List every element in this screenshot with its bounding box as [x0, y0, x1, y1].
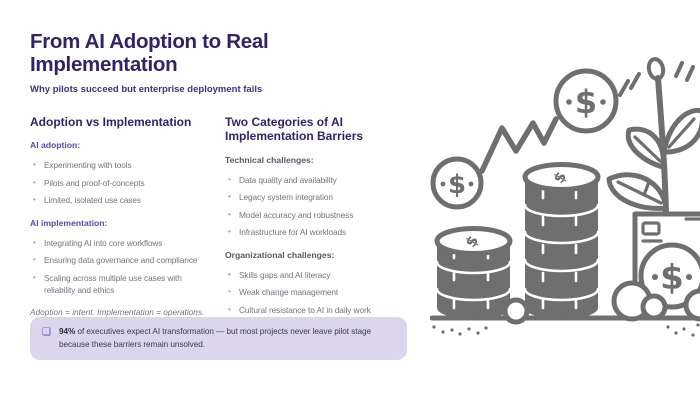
bullet-item: Weak change management	[225, 286, 406, 298]
callout-text: 94% of executives expect AI transformati…	[58, 327, 371, 349]
bullet-item: Skills gaps and AI literacy	[225, 269, 406, 281]
column-heading: Adoption vs Implementation	[30, 114, 192, 129]
bullet-item: Data quality and availability	[225, 174, 406, 186]
svg-text:$: $	[660, 258, 684, 298]
two-column-layout: Adoption vs Implementation AI adoption: …	[30, 115, 420, 321]
callout-stat: 94%	[58, 327, 76, 336]
adoption-vs-implementation-note: Adoption = intent. Implementation = oper…	[30, 307, 205, 318]
section-label-technical-challenges: Technical challenges:	[225, 154, 314, 165]
page-subtitle: Why pilots succeed but enterprise deploy…	[30, 83, 263, 95]
page-title-line-1: From AI Adoption to Real	[30, 30, 269, 53]
growth-zigzag-icon	[479, 116, 559, 174]
svg-text:$: $	[448, 170, 466, 200]
page-title: From AI Adoption to Real Implementation	[30, 30, 420, 77]
box-label-icon	[641, 221, 661, 236]
organizational-challenges-list: Skills gaps and AI literacy Weak change …	[225, 269, 406, 316]
column-adoption-vs-implementation: Adoption vs Implementation AI adoption: …	[30, 115, 211, 321]
stat-callout: ❏ 94% of executives expect AI transforma…	[30, 317, 407, 361]
section-label-ai-adoption: AI adoption:	[30, 140, 81, 151]
bullet-item: Legacy system integration	[225, 191, 406, 203]
coin-stack-tall: $	[522, 162, 601, 319]
pebble-icon	[502, 297, 530, 325]
bullet-item: Ensuring data governance and compliance	[30, 254, 211, 266]
main-content: From AI Adoption to Real Implementation …	[30, 30, 420, 321]
bullet-item: Model accuracy and robustness	[225, 209, 406, 221]
section-label-ai-implementation: AI implementation:	[30, 217, 108, 228]
ai-implementation-list: Integrating AI into core workflows Ensur…	[30, 237, 211, 297]
bullet-item: Limited, isolated use cases	[30, 194, 211, 206]
section-label-organizational-challenges: Organizational challenges:	[225, 249, 335, 260]
coin-stack-short: $	[434, 226, 513, 319]
bullet-item: Integrating AI into core workflows	[30, 237, 211, 249]
money-growth-illustration: $ $ $	[430, 57, 700, 337]
stone-icons	[611, 280, 700, 322]
plant-icon	[606, 75, 700, 217]
coin-icon-large: $	[553, 68, 619, 134]
bullet-item: Infrastructure for AI workloads	[225, 226, 406, 238]
bullet-item: Pilots and proof-of-concepts	[30, 177, 211, 189]
page-title-line-2: Implementation	[30, 53, 178, 77]
ai-adoption-list: Experimenting with tools Pilots and proo…	[30, 159, 211, 206]
ground-dots	[432, 323, 700, 337]
coin-icon-front: $	[638, 242, 700, 310]
bullet-item: Cultural resistance to AI in daily work	[225, 304, 406, 316]
coin-icon-small: $	[430, 156, 484, 210]
technical-challenges-list: Data quality and availability Legacy sys…	[225, 174, 406, 239]
bullet-item: Experimenting with tools	[30, 159, 211, 171]
column-heading: Two Categories of AI Implementation Barr…	[225, 114, 364, 144]
bullet-item: Scaling across multiple use cases with r…	[30, 272, 211, 297]
column-implementation-barriers: Two Categories of AI Implementation Barr…	[225, 115, 406, 321]
note-icon: ❏	[42, 327, 51, 338]
svg-text:$: $	[575, 83, 597, 121]
